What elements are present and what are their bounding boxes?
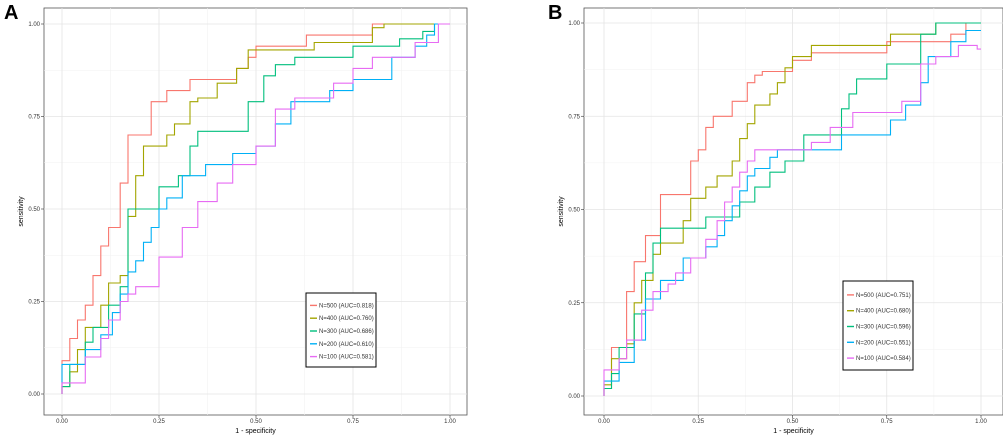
x-tick-label: 0.75	[881, 419, 893, 425]
legend-label: N=300 (AUC=0.686)	[319, 329, 374, 335]
roc-line-3	[603, 22, 981, 396]
roc-line-1	[603, 22, 981, 396]
x-tick-label: 0.75	[347, 419, 359, 425]
legend-label: N=500 (AUC=0.751)	[856, 293, 911, 299]
x-tick-label: 1.00	[975, 419, 987, 425]
legend-label: N=200 (AUC=0.610)	[319, 342, 374, 348]
y-tick-label: 1.00	[28, 22, 40, 28]
x-tick-label: 1.00	[444, 419, 456, 425]
x-tick-label: 0.00	[598, 419, 610, 425]
roc-line-4	[61, 23, 450, 394]
y-tick-label: 1.00	[568, 21, 580, 27]
y-tick-label: 0.75	[568, 114, 580, 120]
x-tick-label: 0.00	[56, 419, 68, 425]
y-tick-label: 0.50	[568, 208, 580, 214]
y-axis-label: sensitivity	[18, 196, 25, 227]
roc-line-1	[61, 23, 450, 394]
y-tick-label: 0.25	[28, 300, 40, 306]
roc-line-5	[603, 44, 981, 396]
x-tick-label: 0.25	[692, 419, 704, 425]
y-tick-label: 0.50	[28, 207, 40, 213]
y-tick-label: 0.75	[28, 115, 40, 121]
x-tick-label: 0.50	[250, 419, 262, 425]
chart-panel-b: 0.00 0.25 0.50 0.75 1.00 0.00 0.25 0.50 0.75 1.00…	[558, 7, 1003, 435]
chart-panel-a: 0.00 0.25 0.50 0.75 1.00 0.00 0.25 0.50 0.75 1.00…	[18, 7, 468, 435]
legend-label: N=300 (AUC=0.596)	[856, 325, 911, 331]
x-axis-label: 1 - specificity	[773, 428, 814, 435]
roc-line-2	[603, 22, 981, 396]
panel-b-label: B	[548, 2, 563, 24]
roc-line-2	[61, 23, 450, 394]
y-axis-label: sensitivity	[558, 196, 565, 227]
roc-line-3	[61, 23, 450, 394]
y-tick-label: 0.25	[568, 301, 580, 307]
legend-label: N=500 (AUC=0.818)	[319, 303, 374, 309]
legend-label: N=200 (AUC=0.551)	[856, 340, 911, 346]
y-tick-label: 0.00	[568, 394, 580, 400]
x-axis-label: 1 - specificity	[235, 428, 276, 435]
legend-box	[305, 292, 377, 368]
panel-a-label: A	[4, 2, 19, 24]
legend-label: N=100 (AUC=0.584)	[856, 356, 911, 362]
x-tick-label: 0.50	[787, 419, 799, 425]
legend-box	[842, 280, 914, 371]
legend-label: N=400 (AUC=0.680)	[856, 309, 911, 315]
roc-line-5	[61, 23, 450, 394]
y-tick-label: 0.00	[28, 392, 40, 398]
legend-label: N=400 (AUC=0.760)	[319, 316, 374, 322]
legend-label: N=100 (AUC=0.581)	[319, 355, 374, 361]
panel-border	[583, 7, 1003, 416]
panel-border	[43, 7, 468, 416]
x-tick-label: 0.25	[153, 419, 165, 425]
